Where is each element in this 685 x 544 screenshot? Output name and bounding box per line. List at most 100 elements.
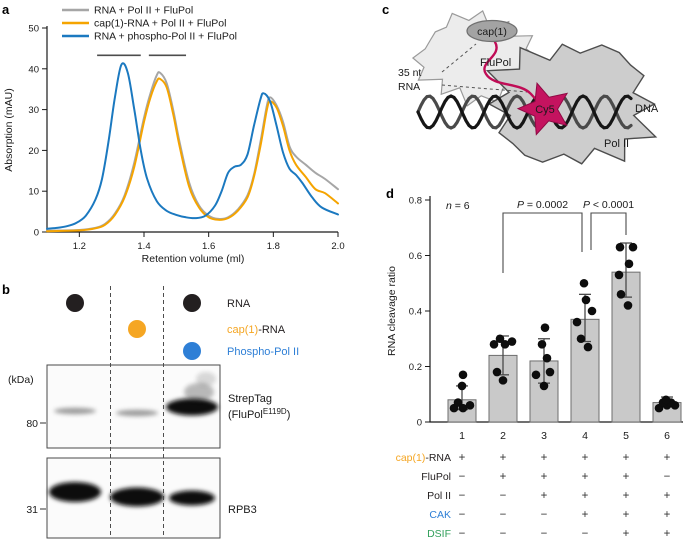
pointer-line-to-rna <box>441 84 528 93</box>
condition-sign: − <box>459 528 466 540</box>
condition-sign: + <box>623 490 630 502</box>
flupol-label-pre: (FluPol <box>228 409 263 421</box>
flupol-label-post: ) <box>287 409 291 421</box>
condition-sign: + <box>459 452 466 464</box>
flupol-label-sup: E119D <box>263 407 287 416</box>
condition-row-label: Pol II <box>427 490 451 502</box>
condition-sign: + <box>541 452 548 464</box>
dna-strand-back <box>416 94 633 130</box>
condition-sign: − <box>500 509 507 521</box>
scatter-point <box>495 334 505 344</box>
condition-sign: + <box>664 509 671 521</box>
a-series-line-1 <box>46 77 339 233</box>
a-x-tick-label: 1.4 <box>137 241 150 252</box>
d-category-label: 5 <box>623 430 629 442</box>
blot-band-faint <box>54 407 96 415</box>
a-x-tick-label: 1.8 <box>267 241 280 252</box>
condition-row-label-part: cap(1) <box>396 452 426 464</box>
condition-sign: − <box>459 471 466 483</box>
blot-band-strong <box>110 487 164 507</box>
condition-row-label-part: Pol II <box>427 490 451 502</box>
p-value-number: = 0.0002 <box>524 199 568 211</box>
scatter-point <box>498 376 508 385</box>
a-legend-label: cap(1)-RNA + Pol II + FluPol <box>94 18 226 30</box>
n-number: = 6 <box>452 200 470 212</box>
scatter-point <box>576 334 586 344</box>
condition-sign: − <box>459 490 466 502</box>
d-y-tick-label: 0.8 <box>409 196 422 207</box>
d-category-label: 3 <box>541 430 547 442</box>
a-y-tick-label: 0 <box>34 228 39 239</box>
panel-label-c: c <box>382 2 390 17</box>
blot-band-smear <box>184 383 214 401</box>
blot-band-strong <box>166 398 218 416</box>
scatter-point <box>624 259 634 269</box>
blot-band-faint <box>116 409 158 417</box>
a-x-axis-label: Retention volume (ml) <box>142 253 245 265</box>
panel-label-d: d <box>386 186 394 201</box>
scatter-point <box>500 340 510 349</box>
condition-row-label-part: FluPol <box>421 471 451 483</box>
scatter-point <box>572 317 582 327</box>
p-value-label: P = 0.0002 <box>517 199 568 211</box>
a-y-tick-label: 50 <box>28 24 39 35</box>
flupol-e119d-label: (FluPolE119D) <box>228 407 290 421</box>
b-legend-label: cap(1)-RNA <box>227 324 286 336</box>
d-y-tick-label: 0.4 <box>409 307 422 318</box>
a-y-tick-label: 10 <box>28 187 39 198</box>
flupol-blob-label: FluPol <box>480 57 511 69</box>
a-series-line-2 <box>46 62 339 230</box>
streptag-label: StrepTag <box>228 393 272 405</box>
d-y-tick-label: 0 <box>417 418 422 429</box>
scatter-point <box>540 323 550 332</box>
polii-blob-label: Pol II <box>604 138 629 150</box>
condition-sign: − <box>459 509 466 521</box>
condition-sign: + <box>664 490 671 502</box>
condition-sign: + <box>582 490 589 502</box>
condition-sign: − <box>541 528 548 540</box>
scatter-point <box>458 370 468 380</box>
condition-sign: + <box>623 452 630 464</box>
condition-sign: + <box>541 490 548 502</box>
a-x-tick-label: 1.6 <box>202 241 215 252</box>
scatter-point <box>507 337 517 346</box>
scatter-point <box>615 242 625 252</box>
condition-sign: + <box>582 509 589 521</box>
significance-bracket <box>590 212 627 250</box>
dna-strand-front <box>416 94 633 130</box>
panel-label-a: a <box>2 2 10 17</box>
scatter-point <box>539 381 549 391</box>
pointer-line-to-cap <box>441 43 477 73</box>
p-value-symbol: P <box>583 199 590 211</box>
condition-sign: − <box>664 471 671 483</box>
rna-length-label-line1: 35 nt <box>398 67 421 79</box>
scatter-point <box>623 301 633 310</box>
a-y-axis-label: Absorption (mAU) <box>3 88 15 171</box>
condition-row-label-part: DSIF <box>427 528 451 540</box>
d-y-tick-label: 0.2 <box>409 362 422 373</box>
condition-sign: − <box>500 490 507 502</box>
scatter-point <box>581 295 591 305</box>
condition-sign: + <box>582 452 589 464</box>
d-category-label: 6 <box>664 430 670 442</box>
b-legend-label: Phospho-Pol II <box>227 346 299 358</box>
sample-dot <box>183 342 201 360</box>
condition-row-label-part: -RNA <box>425 452 451 464</box>
sample-dot <box>183 294 201 312</box>
n-label: n = 6 <box>446 200 470 212</box>
marker-80-label: 80 <box>26 418 38 430</box>
condition-sign: + <box>623 528 630 540</box>
panel-c-diagram: 35 nt RNA FluPol Pol II DNA cap(1) Cy5 <box>398 9 659 165</box>
a-x-tick-label: 1.2 <box>73 241 86 252</box>
condition-sign: + <box>500 452 507 464</box>
blot-band-strong <box>49 482 101 502</box>
scatter-point <box>531 370 541 380</box>
sample-dot <box>128 320 146 338</box>
p-value-number: < 0.0001 <box>590 199 634 211</box>
b-legend-label-part: -RNA <box>258 324 286 336</box>
scatter-point <box>614 270 624 280</box>
scatter-point <box>628 242 638 252</box>
scatter-point <box>616 290 626 299</box>
scatter-point <box>492 367 502 377</box>
